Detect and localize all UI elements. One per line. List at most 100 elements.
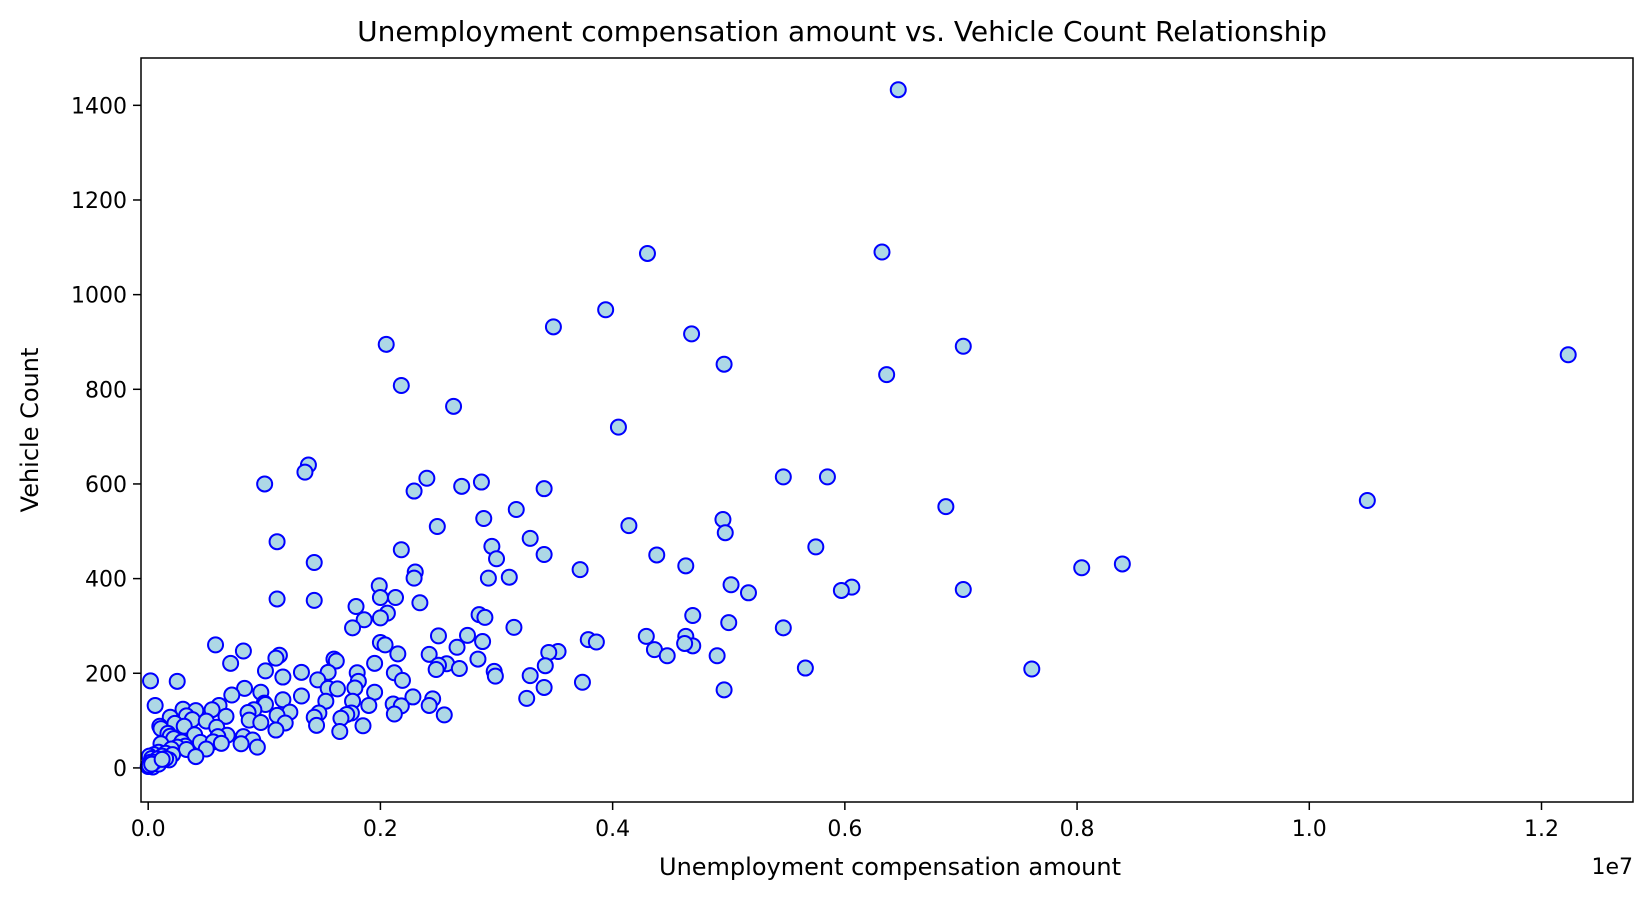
x-tick-label: 1.2 bbox=[1524, 817, 1559, 842]
data-point bbox=[142, 672, 160, 690]
data-point bbox=[268, 533, 286, 551]
data-point bbox=[937, 498, 955, 516]
y-tick-label: 1000 bbox=[71, 284, 127, 309]
x-tick-label: 1.0 bbox=[1292, 817, 1327, 842]
data-point bbox=[168, 672, 186, 690]
data-points bbox=[139, 81, 1577, 776]
data-point bbox=[212, 734, 230, 752]
x-tick-label: 0.2 bbox=[363, 817, 398, 842]
data-point bbox=[392, 377, 410, 395]
data-point bbox=[1559, 346, 1577, 364]
data-point bbox=[435, 706, 453, 724]
data-point bbox=[420, 645, 438, 663]
x-tick-label: 0.8 bbox=[1060, 817, 1095, 842]
x-tick-label: 0.0 bbox=[131, 817, 166, 842]
data-point bbox=[393, 671, 411, 689]
data-point bbox=[818, 468, 836, 486]
data-point bbox=[521, 529, 539, 547]
data-point bbox=[873, 243, 891, 261]
data-point bbox=[146, 696, 164, 714]
plot-frame bbox=[140, 57, 1634, 803]
data-point bbox=[832, 581, 850, 599]
data-point bbox=[889, 81, 907, 99]
data-point bbox=[535, 678, 553, 696]
data-point bbox=[878, 366, 896, 384]
data-point bbox=[411, 594, 429, 612]
data-point bbox=[518, 689, 536, 707]
data-point bbox=[223, 686, 241, 704]
y-tick-label: 800 bbox=[85, 378, 127, 403]
x-tick-label: 0.4 bbox=[595, 817, 630, 842]
data-point bbox=[331, 722, 349, 740]
x-axis-label: Unemployment compensation amount bbox=[659, 853, 1121, 881]
data-point bbox=[429, 627, 447, 645]
x-tick-label: 0.6 bbox=[827, 817, 862, 842]
data-point bbox=[715, 355, 733, 373]
data-point bbox=[376, 636, 394, 654]
data-point bbox=[954, 337, 972, 355]
data-point bbox=[222, 654, 240, 672]
data-point bbox=[637, 627, 655, 645]
y-tick-label: 1200 bbox=[71, 189, 127, 214]
data-point bbox=[305, 591, 323, 609]
data-point bbox=[1113, 555, 1131, 573]
data-point bbox=[305, 554, 323, 572]
data-point bbox=[676, 634, 694, 652]
data-point bbox=[274, 668, 292, 686]
data-point bbox=[404, 688, 422, 706]
data-point bbox=[448, 638, 466, 656]
data-point bbox=[392, 541, 410, 559]
data-point bbox=[476, 608, 494, 626]
data-point bbox=[347, 598, 365, 616]
data-point bbox=[500, 568, 518, 586]
y-tick-label: 600 bbox=[85, 473, 127, 498]
data-point bbox=[544, 318, 562, 336]
data-point bbox=[638, 244, 656, 262]
data-point bbox=[620, 517, 638, 535]
data-point bbox=[708, 647, 726, 665]
data-point bbox=[292, 663, 310, 681]
data-point bbox=[252, 713, 270, 731]
data-point bbox=[715, 681, 733, 699]
data-point bbox=[648, 546, 666, 564]
axis-ticks: 0.0 0.2 0.4 0.6 0.8 1.0 1.2 0 200 400 600 800 1000 12… bbox=[71, 94, 1559, 842]
data-point bbox=[796, 659, 814, 677]
data-point bbox=[248, 738, 266, 756]
data-point bbox=[371, 609, 389, 627]
data-point bbox=[445, 397, 463, 415]
data-point bbox=[344, 619, 362, 637]
data-point bbox=[716, 524, 734, 542]
data-point bbox=[535, 545, 553, 563]
data-point bbox=[587, 633, 605, 651]
data-point bbox=[232, 735, 250, 753]
data-point bbox=[807, 538, 825, 556]
data-point bbox=[292, 687, 310, 705]
data-point bbox=[418, 469, 436, 487]
data-point bbox=[488, 550, 506, 568]
data-point bbox=[207, 636, 225, 654]
data-point bbox=[739, 584, 757, 602]
data-point bbox=[505, 618, 523, 636]
data-point bbox=[371, 589, 389, 607]
data-point bbox=[521, 667, 539, 685]
data-point bbox=[774, 619, 792, 637]
data-point bbox=[420, 696, 438, 714]
data-point bbox=[354, 717, 372, 735]
data-point bbox=[571, 561, 589, 579]
data-point bbox=[474, 633, 492, 651]
data-point bbox=[217, 707, 235, 725]
data-point bbox=[458, 626, 476, 644]
data-point bbox=[683, 325, 701, 343]
data-point bbox=[469, 650, 487, 668]
data-point bbox=[267, 721, 285, 739]
data-point bbox=[536, 657, 554, 675]
y-tick-label: 400 bbox=[85, 568, 127, 593]
data-point bbox=[475, 510, 493, 528]
data-point bbox=[327, 652, 345, 670]
data-point bbox=[597, 301, 615, 319]
data-point bbox=[427, 660, 445, 678]
data-point bbox=[355, 611, 373, 629]
data-point bbox=[377, 335, 395, 353]
data-point bbox=[234, 642, 252, 660]
